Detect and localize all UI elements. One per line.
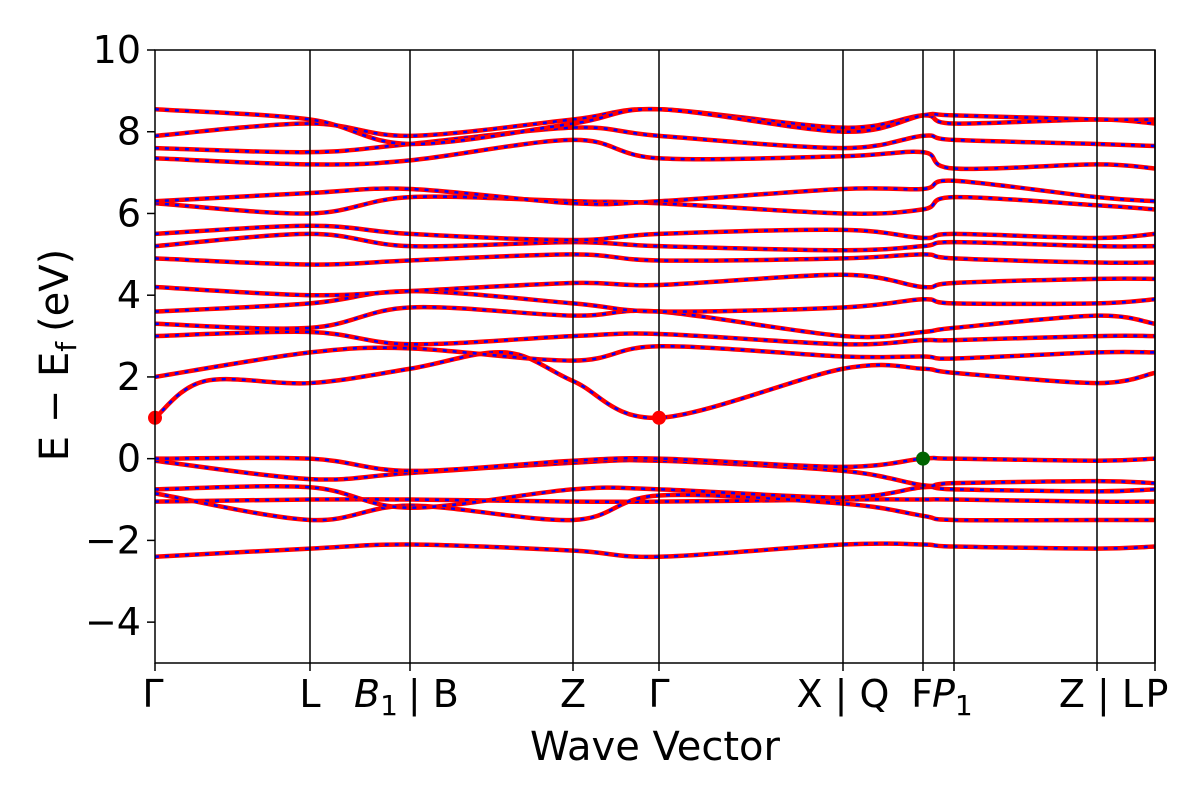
band-line-6 (153, 349, 1156, 421)
band-line-dash-20 (154, 107, 1156, 146)
y-tick-label-1: 8 (117, 110, 141, 154)
band-line-dash-15 (154, 195, 1156, 215)
band-line-dash-12 (154, 253, 1156, 266)
plot-frame (154, 49, 1156, 664)
y-tick-label-7: −4 (85, 600, 141, 644)
band-line-dash-2 (154, 492, 1155, 522)
band-line-dash-9 (154, 305, 1156, 339)
band-line-dash-17 (154, 138, 1156, 171)
band-line-10 (154, 288, 1156, 314)
band-line-dash-1 (154, 498, 1156, 504)
band-line-dash-7 (154, 345, 1156, 379)
band-line-dash-18 (154, 126, 1156, 154)
band-line-18 (154, 125, 1156, 155)
plot-area (148, 49, 1156, 664)
x-tick-label-0: Γ (142, 672, 163, 716)
band-line-7 (154, 344, 1156, 380)
x-tick-label-2: B1 | B (354, 672, 459, 722)
band-line-20 (154, 106, 1156, 147)
band-line-dash-6 (154, 350, 1156, 420)
x-axis-label: Wave Vector (530, 724, 781, 770)
x-tick-label-4: Γ (648, 672, 669, 716)
y-tick-label-6: −2 (85, 518, 141, 562)
band-line-dash-3 (154, 485, 1156, 509)
band-line-dash-11 (154, 273, 1156, 297)
y-tick-label-2: 6 (117, 191, 141, 235)
vbm-marker-2 (916, 451, 930, 466)
y-axis-label-sub: f (50, 341, 83, 352)
x-tick-label-8: Z | L (1059, 672, 1143, 717)
band-line-0 (154, 541, 1156, 560)
band-edge-markers (148, 410, 930, 466)
x-tick-label-7: P1 (932, 672, 973, 722)
x-tick-label-1: L (299, 672, 320, 716)
band-line-dash-0 (154, 542, 1156, 559)
y-axis-label: E − Ef (eV) (32, 249, 83, 462)
y-axis: 10 8 6 4 2 0 −2 −4 (85, 28, 155, 644)
band-line-dash-8 (154, 330, 1156, 346)
y-tick-label-0: 10 (93, 28, 141, 72)
band-lines (153, 106, 1156, 560)
y-tick-label-3: 4 (117, 273, 141, 317)
band-line-dash-16 (154, 179, 1156, 206)
band-line-dash-14 (154, 224, 1156, 242)
x-tick-label-6: F (911, 672, 933, 716)
y-axis-label-unit: (eV) (32, 249, 78, 332)
band-line-dash-4 (154, 458, 1156, 488)
x-tick-label-9: P (1146, 672, 1169, 716)
x-tick-label-3: Z (560, 672, 586, 716)
band-line-13 (154, 231, 1156, 253)
x-tick-label-5: X | Q (797, 672, 890, 717)
y-tick-label-4: 2 (117, 355, 141, 399)
svg-text:E − Ef(eV): E − Ef (eV) (32, 249, 83, 462)
cbm-marker-1 (652, 410, 666, 425)
y-tick-label-5: 0 (117, 437, 141, 481)
band-line-dash-5 (154, 456, 1156, 473)
y-axis-label-main: E − E (32, 352, 78, 462)
